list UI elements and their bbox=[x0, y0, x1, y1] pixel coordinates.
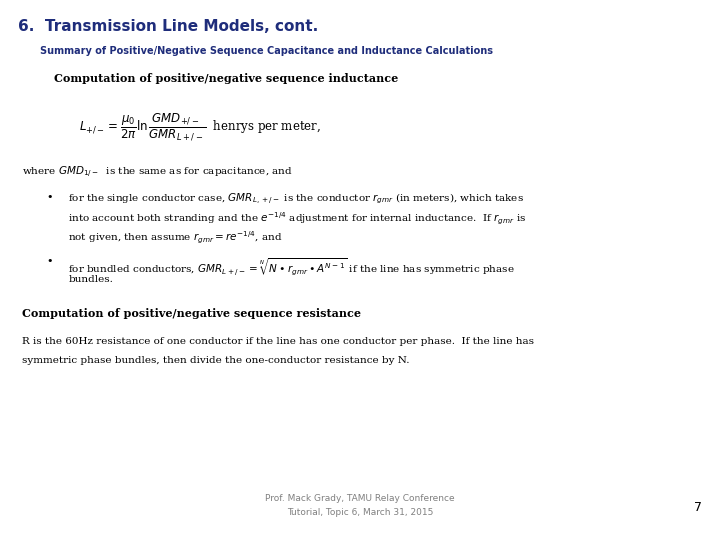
Text: $L_{+/-} = \dfrac{\mu_0}{2\pi} \ln\dfrac{GMD_{+/-}}{GMR_{L+/-}}$  henrys per met: $L_{+/-} = \dfrac{\mu_0}{2\pi} \ln\dfrac… bbox=[79, 111, 321, 141]
Text: Summary of Positive/Negative Sequence Capacitance and Inductance Calculations: Summary of Positive/Negative Sequence Ca… bbox=[40, 46, 492, 56]
Text: Computation of positive/negative sequence inductance: Computation of positive/negative sequenc… bbox=[54, 73, 398, 84]
Text: into account both stranding and the $e^{-1/4}$ adjustment for internal inductanc: into account both stranding and the $e^{… bbox=[68, 211, 527, 227]
Text: 6.  Transmission Line Models, cont.: 6. Transmission Line Models, cont. bbox=[18, 19, 318, 34]
Text: for bundled conductors, $GMR_{L+/-} = \sqrt[N]{N \bullet r_{gmr} \bullet A^{N-1}: for bundled conductors, $GMR_{L+/-} = \s… bbox=[68, 256, 515, 278]
Text: R is the 60Hz resistance of one conductor if the line has one conductor per phas: R is the 60Hz resistance of one conducto… bbox=[22, 338, 534, 347]
Text: Computation of positive/negative sequence resistance: Computation of positive/negative sequenc… bbox=[22, 308, 361, 319]
Text: not given, then assume $r_{gmr} = re^{-1/4}$, and: not given, then assume $r_{gmr} = re^{-1… bbox=[68, 230, 283, 246]
Text: Prof. Mack Grady, TAMU Relay Conference: Prof. Mack Grady, TAMU Relay Conference bbox=[265, 494, 455, 503]
Text: for the single conductor case, $GMR_{L,+/-}$ is the conductor $r_{gmr}$ (in mete: for the single conductor case, $GMR_{L,+… bbox=[68, 192, 524, 206]
Text: •: • bbox=[47, 256, 53, 267]
Text: where $GMD_{1/-}$  is the same as for capacitance, and: where $GMD_{1/-}$ is the same as for cap… bbox=[22, 165, 292, 180]
Text: •: • bbox=[47, 192, 53, 202]
Text: symmetric phase bundles, then divide the one-conductor resistance by N.: symmetric phase bundles, then divide the… bbox=[22, 356, 409, 366]
Text: Tutorial, Topic 6, March 31, 2015: Tutorial, Topic 6, March 31, 2015 bbox=[287, 508, 433, 517]
Text: bundles.: bundles. bbox=[68, 275, 113, 285]
Text: 7: 7 bbox=[694, 501, 702, 514]
